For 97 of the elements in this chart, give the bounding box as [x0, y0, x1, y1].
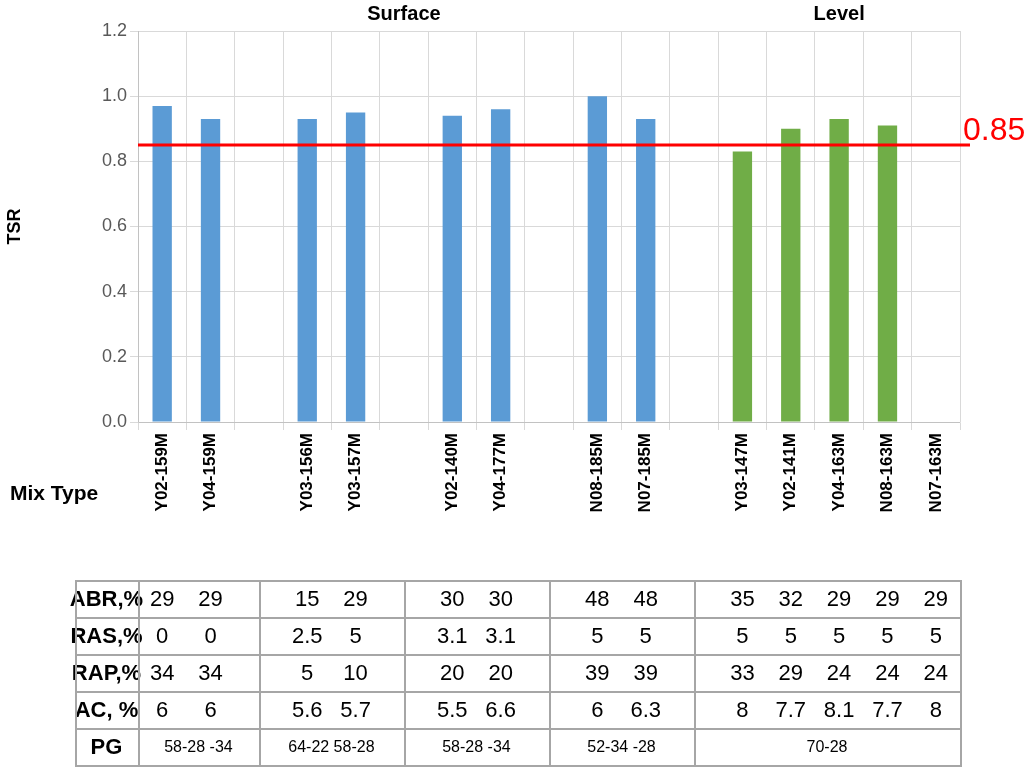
x-tick-label: Y02-141M	[780, 433, 800, 512]
x-tick-label: Y04-177M	[490, 433, 510, 512]
text: 6.3	[629, 695, 662, 724]
bar	[345, 112, 366, 422]
text: RAS,%	[70, 621, 143, 650]
text: 6	[590, 695, 605, 724]
text: 0	[156, 622, 169, 648]
y-tick-label: 0.0	[101, 410, 127, 431]
x-tick-label: Y03-156M	[296, 433, 316, 512]
x-tick-label: Y04-163M	[828, 433, 848, 512]
text: 29	[825, 584, 853, 613]
x-tick-label: N08-163M	[877, 433, 897, 513]
text: 5	[638, 621, 653, 650]
text: 34	[197, 658, 224, 687]
bar	[829, 118, 849, 422]
bar	[781, 128, 801, 422]
text: 7.7	[871, 695, 904, 724]
text: 3.1	[484, 621, 517, 650]
text: 30	[439, 584, 466, 613]
text: 15	[293, 584, 321, 613]
x-tick-label: N08-185M	[587, 433, 607, 513]
text: 24	[874, 658, 901, 687]
text: 33	[729, 658, 756, 687]
x-tick-label: N07-163M	[925, 433, 945, 513]
y-tick-label: 0.8	[101, 150, 127, 171]
y-tick-label: 1.2	[101, 19, 127, 40]
text: 30	[487, 584, 514, 613]
text: 70-28	[805, 736, 849, 757]
y-tick-label: 0.4	[101, 280, 127, 301]
text: 58-28 -34	[441, 736, 512, 757]
text: 29	[342, 584, 369, 613]
text: 39	[584, 658, 611, 687]
x-tick-label: Y04-159M	[200, 433, 220, 512]
text: Level	[813, 1, 865, 24]
text: 39	[632, 658, 659, 687]
text: 34	[149, 659, 175, 685]
text: PG	[89, 732, 124, 761]
text: 8.1	[822, 695, 856, 724]
y-tick-label: 0.2	[101, 345, 127, 366]
y-axis-title: TSR	[3, 208, 24, 245]
x-tick-label: Y02-159M	[151, 433, 171, 512]
text: 5.5	[436, 695, 469, 724]
text: 2.5	[290, 621, 324, 650]
text: 6.6	[484, 695, 517, 724]
text: 5	[783, 621, 798, 650]
text: 48	[632, 584, 659, 613]
text: 29	[922, 584, 950, 613]
text: 20	[487, 658, 514, 687]
text: 64-22 58-28	[287, 736, 376, 757]
ref-line-label: 0.85	[963, 110, 1026, 147]
text: 24	[922, 658, 950, 687]
text: AC, %	[74, 695, 139, 724]
text: 8	[735, 695, 750, 724]
text: 8	[928, 695, 943, 724]
text: Surface	[367, 1, 441, 24]
text: 5.7	[339, 695, 372, 724]
text: 29	[197, 584, 224, 613]
y-tick-label: 0.6	[101, 215, 127, 236]
text: 5.6	[290, 695, 324, 724]
x-tick-label: Y03-157M	[345, 433, 365, 512]
x-tick-label: N07-185M	[635, 433, 655, 513]
bar	[200, 118, 221, 422]
text: 20	[439, 658, 466, 687]
x-tick-label: Y03-147M	[732, 433, 752, 512]
x-tick-label: Y02-140M	[441, 433, 461, 512]
text: 6	[155, 695, 170, 724]
text: 29	[874, 584, 901, 613]
text: 5	[880, 621, 895, 650]
text: 5	[348, 621, 363, 650]
y-tick-label: 1.0	[101, 85, 127, 106]
text: 5	[735, 621, 750, 650]
text: 5	[300, 658, 315, 687]
text: 24	[825, 658, 853, 687]
text: 52-34 -28	[586, 736, 657, 757]
bar	[877, 125, 898, 422]
text: 58-28 -34	[163, 736, 234, 757]
text: 29	[149, 585, 175, 611]
text: 6	[203, 695, 218, 724]
text: 35	[729, 584, 756, 613]
bar	[587, 96, 608, 422]
text: 5	[590, 621, 605, 650]
text: 3.1	[436, 621, 469, 650]
text: 5	[832, 621, 847, 650]
text: 0	[203, 621, 218, 650]
bar	[442, 115, 462, 422]
text: 32	[777, 584, 804, 613]
text: 29	[777, 658, 804, 687]
text: 48	[584, 584, 611, 613]
bar	[732, 151, 753, 422]
bar	[152, 105, 172, 422]
x-axis-title: Mix Type	[10, 480, 99, 504]
bar	[297, 118, 317, 422]
text: 7.7	[774, 695, 808, 724]
text: 5	[928, 621, 943, 650]
bar	[490, 109, 511, 422]
text: 10	[342, 658, 369, 687]
bar	[636, 118, 656, 422]
